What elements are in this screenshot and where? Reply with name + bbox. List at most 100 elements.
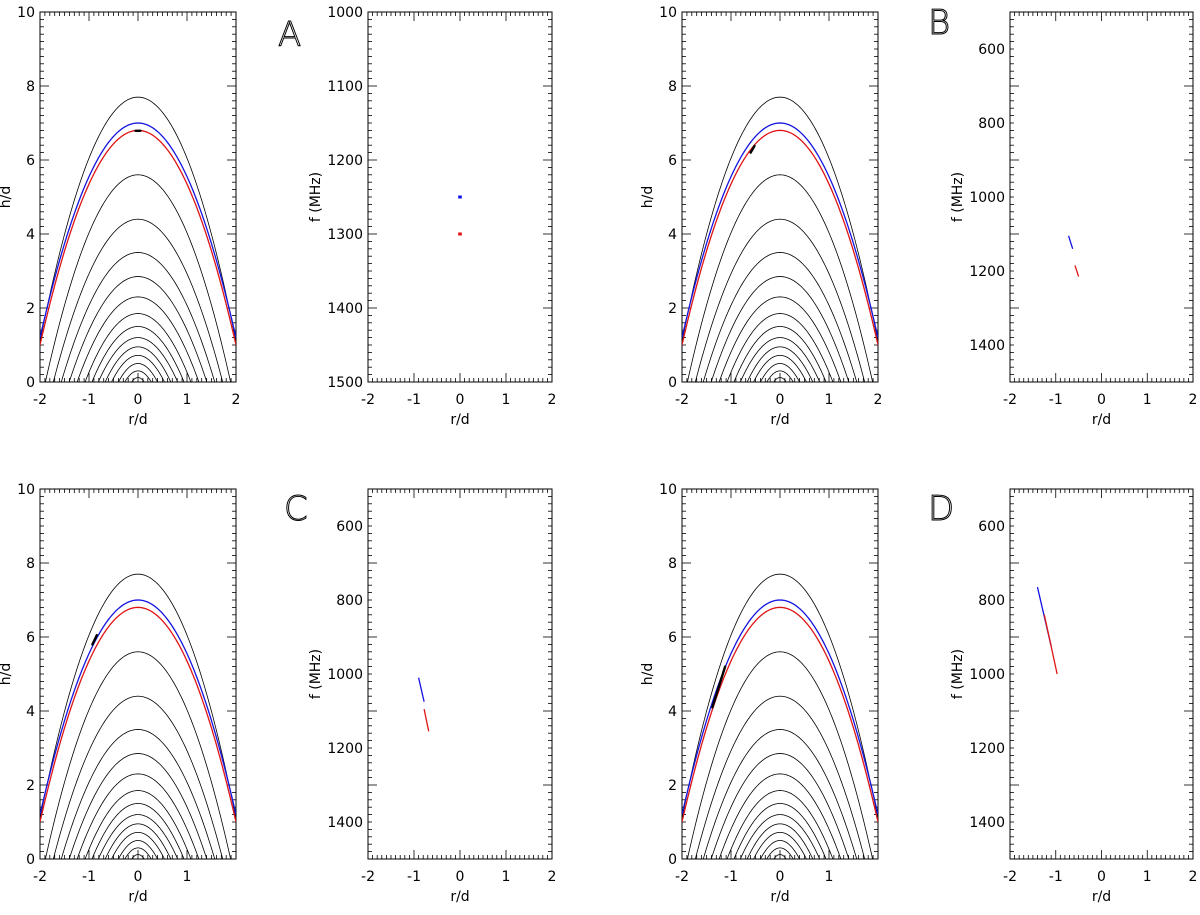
y-tick-label: 2 — [26, 301, 35, 317]
field-line — [84, 790, 192, 859]
field-lines — [40, 573, 236, 859]
y-tick-label: 1300 — [327, 227, 363, 243]
field-line — [746, 823, 814, 859]
y-tick-label: 4 — [26, 227, 35, 243]
field-line — [60, 729, 216, 859]
y-axis-label: h/d — [640, 663, 656, 685]
y-tick-label: 6 — [26, 153, 35, 169]
field-line — [760, 363, 800, 382]
red-series-line — [682, 606, 878, 823]
y-axis-label: f (MHz) — [950, 172, 966, 222]
x-tick-label: 1 — [502, 392, 511, 408]
field-line — [97, 337, 179, 382]
x-axis-label: r/d — [770, 889, 789, 905]
panel-label-a: A — [278, 15, 301, 55]
field-line — [118, 363, 158, 382]
y-axis-label: f (MHz) — [308, 172, 324, 222]
field-line — [68, 753, 208, 859]
y-tick-label: 800 — [978, 593, 1005, 609]
plot-frame — [367, 488, 553, 860]
field-line — [686, 651, 874, 859]
field-line — [773, 377, 787, 382]
field-line — [718, 773, 842, 859]
field-line — [40, 573, 236, 821]
field-line — [694, 695, 866, 859]
height-profile-plot-a: -2 -1 0 1 2 0 2 4 6 8 10 r/d h/d — [0, 5, 241, 428]
field-line — [686, 174, 874, 382]
x-tick-label: 0 — [456, 392, 465, 408]
x-tick-label: 2 — [1189, 869, 1198, 885]
y-tick-label: 600 — [978, 42, 1005, 58]
field-line — [104, 346, 172, 382]
frequency-plot-a: -2 -1 0 1 2 1000 1100 1200 1300 1400 1500 r/d f (MHz… — [308, 5, 556, 428]
y-tick-label: 1400 — [969, 815, 1005, 831]
panel-a: A -2 -1 0 1 2 0 2 4 6 8 10 r/d h/d -2 -1 0 1 2 1000 1100 12… — [0, 5, 556, 428]
y-tick-label: 1200 — [969, 741, 1005, 757]
x-tick-label: 2 — [548, 392, 557, 408]
x-axis-label: r/d — [1092, 889, 1111, 905]
field-line — [733, 326, 827, 382]
field-line — [739, 814, 821, 859]
x-tick-label: -2 — [1003, 869, 1017, 885]
x-tick-label: -2 — [361, 869, 375, 885]
frequency-plot-d: -2 -1 0 1 2 600 800 1000 1200 1400 r/d f (MHz) — [950, 488, 1198, 905]
x-tick-label: 1 — [183, 869, 192, 885]
y-tick-label: 600 — [978, 519, 1005, 535]
y-tick-label: 1400 — [327, 301, 363, 317]
x-tick-label: 0 — [456, 869, 465, 885]
x-axis-label: r/d — [1092, 412, 1111, 428]
x-tick-label: 2 — [232, 392, 241, 408]
x-tick-label: 0 — [134, 392, 143, 408]
y-tick-label: 4 — [668, 704, 677, 720]
red-frequency-segment — [1043, 614, 1058, 675]
field-line — [124, 847, 152, 859]
field-line — [753, 831, 807, 859]
y-tick-label: 8 — [668, 79, 677, 95]
y-tick-label: 2 — [668, 778, 677, 794]
field-line — [91, 803, 185, 859]
y-tick-label: 4 — [668, 227, 677, 243]
blue-series-line — [40, 599, 236, 815]
y-tick-label: 8 — [668, 556, 677, 572]
y-tick-label: 1200 — [327, 153, 363, 169]
field-line — [702, 729, 858, 859]
blue-frequency-segment — [417, 677, 425, 702]
field-line — [726, 313, 834, 382]
x-tick-label: 1 — [1143, 869, 1152, 885]
y-tick-label: 10 — [17, 482, 35, 498]
x-axis-label: r/d — [450, 412, 469, 428]
source-marker — [91, 633, 99, 646]
field-lines — [682, 96, 878, 382]
field-line — [44, 174, 232, 382]
field-line — [766, 847, 794, 859]
field-line — [97, 814, 179, 859]
y-tick-label: 1000 — [327, 5, 363, 21]
x-tick-label: -1 — [724, 869, 738, 885]
field-line — [726, 790, 834, 859]
y-tick-label: 1000 — [969, 667, 1005, 683]
x-tick-label: -2 — [33, 869, 47, 885]
x-tick-label: 0 — [776, 392, 785, 408]
red-frequency-segment — [423, 709, 430, 732]
field-line — [76, 773, 200, 859]
y-tick-label: 6 — [26, 630, 35, 646]
x-tick-label: -2 — [675, 869, 689, 885]
y-tick-label: 1100 — [327, 79, 363, 95]
x-tick-label: -1 — [407, 392, 421, 408]
field-line — [710, 753, 850, 859]
field-line — [773, 854, 787, 859]
y-tick-label: 600 — [336, 519, 363, 535]
field-line — [733, 803, 827, 859]
x-tick-label: -2 — [361, 392, 375, 408]
y-tick-label: 0 — [668, 852, 677, 868]
y-tick-label: 10 — [659, 482, 677, 498]
x-tick-label: 0 — [1097, 869, 1106, 885]
y-tick-label: 0 — [26, 852, 35, 868]
red-series-line — [682, 129, 878, 346]
y-tick-label: 6 — [668, 630, 677, 646]
height-profile-plot-b: -2 -1 0 1 2 0 2 4 6 8 10 r/d h/d — [640, 5, 882, 428]
field-line — [131, 377, 145, 382]
x-tick-label: 1 — [183, 392, 192, 408]
